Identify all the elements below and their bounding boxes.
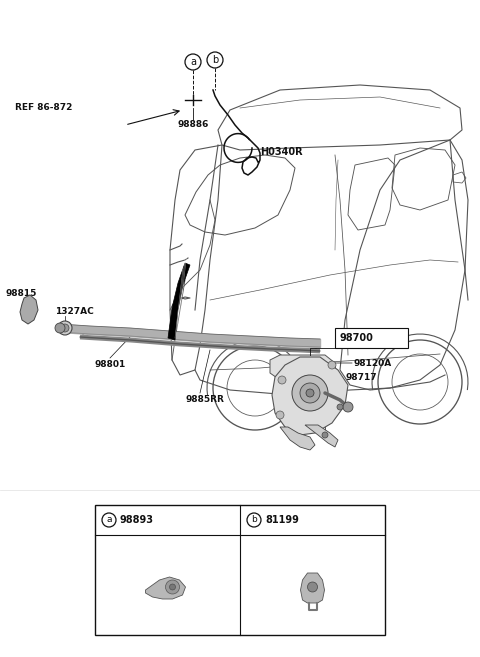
Text: REF 86-872: REF 86-872	[15, 104, 72, 112]
Circle shape	[306, 389, 314, 397]
Polygon shape	[168, 263, 190, 340]
Polygon shape	[305, 425, 338, 447]
Polygon shape	[280, 427, 315, 450]
Polygon shape	[300, 573, 324, 603]
Text: 98717: 98717	[345, 373, 377, 382]
Bar	[335, 328, 408, 348]
Text: H0340R: H0340R	[260, 147, 302, 157]
Polygon shape	[270, 355, 335, 380]
Circle shape	[58, 321, 72, 335]
Circle shape	[328, 361, 336, 369]
Circle shape	[292, 375, 328, 411]
Text: a: a	[190, 57, 196, 67]
Polygon shape	[145, 577, 185, 599]
Text: 98815: 98815	[5, 289, 36, 298]
Text: 81199: 81199	[265, 515, 299, 525]
Circle shape	[55, 323, 65, 333]
Circle shape	[278, 376, 286, 384]
Text: 1327AC: 1327AC	[55, 307, 94, 316]
Circle shape	[169, 584, 176, 590]
Text: 9885RR: 9885RR	[186, 395, 225, 404]
Circle shape	[276, 411, 284, 419]
Text: 98700: 98700	[339, 333, 373, 343]
Circle shape	[166, 580, 180, 594]
Text: 98886: 98886	[177, 120, 209, 129]
Circle shape	[322, 432, 328, 438]
Text: a: a	[106, 516, 112, 524]
Polygon shape	[272, 357, 348, 435]
Polygon shape	[20, 295, 38, 324]
Circle shape	[308, 582, 317, 592]
Circle shape	[61, 324, 69, 332]
Text: 98120A: 98120A	[353, 359, 391, 367]
Circle shape	[300, 383, 320, 403]
Circle shape	[337, 404, 343, 410]
Bar	[95, 505, 385, 635]
Text: 98801: 98801	[95, 360, 126, 369]
Text: b: b	[212, 55, 218, 65]
Text: 98893: 98893	[120, 515, 154, 525]
Text: b: b	[251, 516, 257, 524]
Circle shape	[343, 402, 353, 412]
